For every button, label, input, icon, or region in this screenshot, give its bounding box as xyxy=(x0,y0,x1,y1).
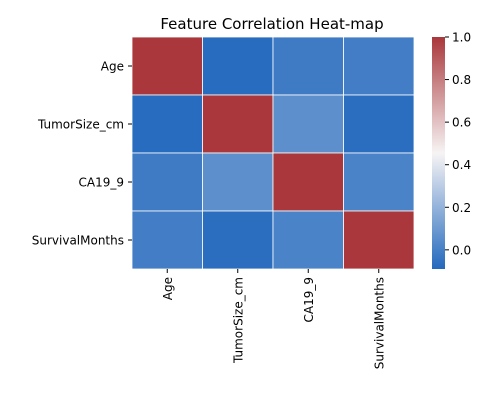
y-axis: Age TumorSize_cm CA19_9 SurvivalMonths xyxy=(32,60,132,248)
heatmap-cell xyxy=(343,210,415,270)
heatmap-cell xyxy=(272,36,344,96)
colorbar-tick-label: 1.0 xyxy=(452,31,471,45)
heatmap-cell xyxy=(131,36,203,96)
heatmap-cell xyxy=(202,152,274,212)
x-tick-label: Age xyxy=(161,277,175,300)
heatmap-cell xyxy=(202,94,274,154)
colorbar: 1.0 0.8 0.6 0.4 0.2 0.0 xyxy=(432,31,471,269)
x-axis: Age TumorSize_cm CA19_9 SurvivalMonths xyxy=(161,269,386,369)
heatmap-cell xyxy=(131,210,203,270)
colorbar-tick-label: 0.0 xyxy=(452,243,471,257)
heatmap-cell xyxy=(131,152,203,212)
colorbar-tick-label: 0.2 xyxy=(452,201,471,215)
y-tick-label: SurvivalMonths xyxy=(32,234,124,248)
chart-title: Feature Correlation Heat-map xyxy=(160,15,383,33)
y-tick-label: Age xyxy=(101,60,124,74)
y-tick-label: CA19_9 xyxy=(79,176,125,190)
x-tick-label: SurvivalMonths xyxy=(372,277,386,369)
colorbar-tick-label: 0.6 xyxy=(452,116,471,130)
x-tick-label: CA19_9 xyxy=(302,277,316,323)
heatmap-cells xyxy=(131,36,415,270)
heatmap-cell xyxy=(272,94,344,154)
heatmap-cell xyxy=(272,210,344,270)
colorbar-tick-label: 0.8 xyxy=(452,73,471,87)
heatmap-cell xyxy=(343,36,415,96)
colorbar-gradient xyxy=(432,37,445,269)
heatmap-cell xyxy=(272,152,344,212)
colorbar-tick-label: 0.4 xyxy=(452,158,471,172)
heatmap-cell xyxy=(343,94,415,154)
heatmap-cell xyxy=(131,94,203,154)
x-tick-label: TumorSize_cm xyxy=(231,277,245,364)
heatmap-cell xyxy=(202,210,274,270)
y-tick-label: TumorSize_cm xyxy=(37,118,124,132)
heatmap-cell xyxy=(202,36,274,96)
heatmap-cell xyxy=(343,152,415,212)
